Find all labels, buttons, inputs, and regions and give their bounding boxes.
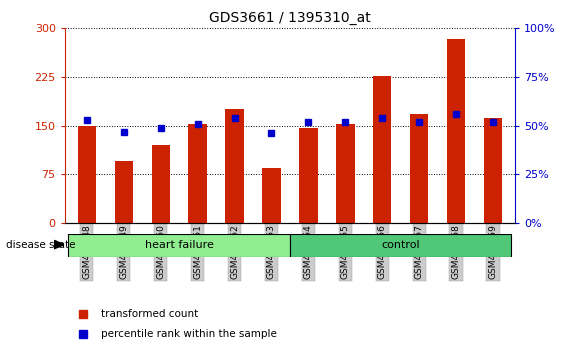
Bar — [484, 118, 502, 223]
Bar — [262, 168, 281, 223]
Polygon shape — [54, 240, 64, 249]
Text: percentile rank within the sample: percentile rank within the sample — [101, 329, 276, 339]
Bar — [410, 114, 428, 223]
Bar — [78, 126, 96, 223]
Bar — [189, 124, 207, 223]
Bar — [373, 76, 391, 223]
Bar — [336, 124, 355, 223]
Text: heart failure: heart failure — [145, 240, 213, 250]
Bar — [447, 39, 465, 223]
Text: control: control — [381, 240, 420, 250]
Bar — [115, 161, 133, 223]
Bar — [290, 234, 511, 257]
Bar — [151, 145, 170, 223]
Bar — [225, 109, 244, 223]
Text: disease state: disease state — [6, 240, 75, 250]
Text: GDS3661 / 1395310_at: GDS3661 / 1395310_at — [209, 11, 371, 25]
Text: transformed count: transformed count — [101, 309, 198, 319]
Bar — [299, 127, 318, 223]
Bar — [69, 234, 290, 257]
